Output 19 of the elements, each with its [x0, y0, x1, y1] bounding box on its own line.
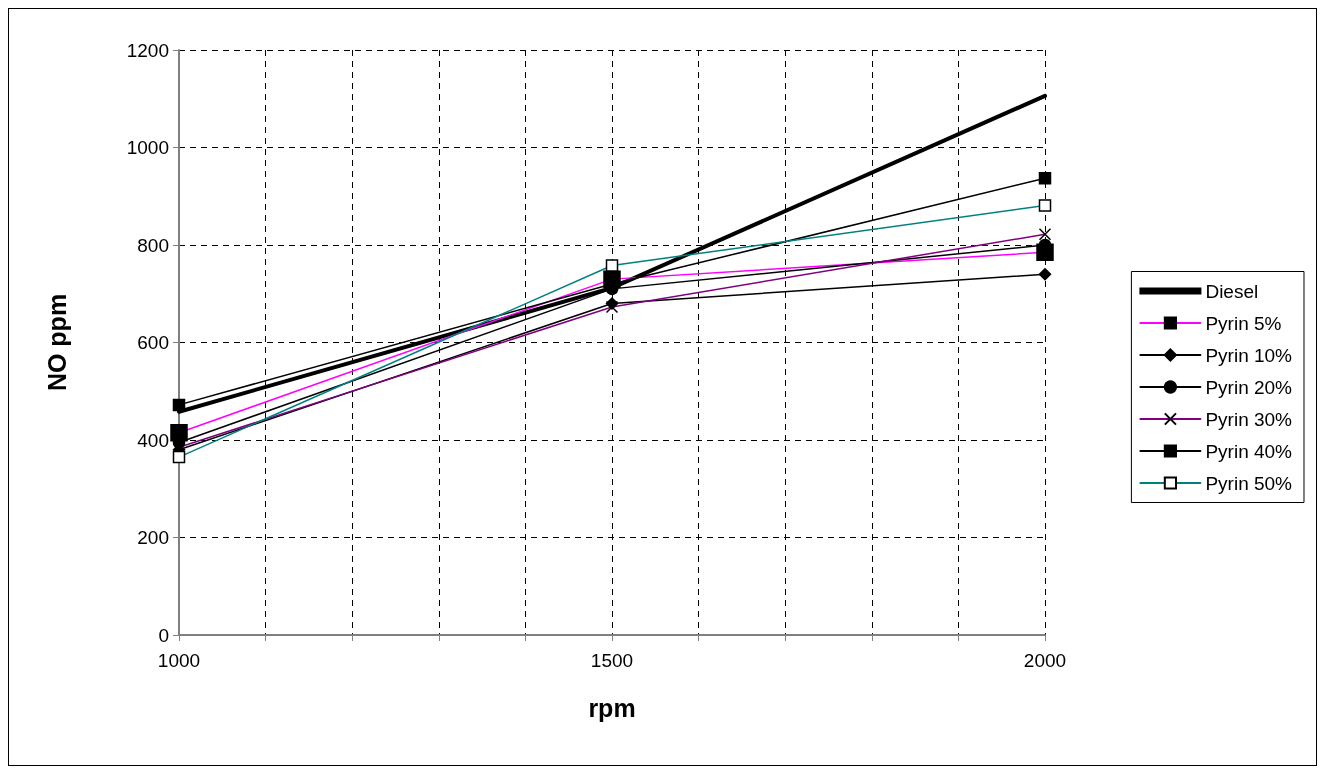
x-axis-title: rpm	[588, 693, 636, 722]
legend-label: Pyrin 40%	[1205, 440, 1293, 462]
legend-label: Pyrin 30%	[1205, 408, 1293, 430]
legend-label: Pyrin 50%	[1205, 472, 1293, 494]
x-tick-label: 1000	[157, 650, 201, 671]
y-tick-label: 600	[137, 332, 169, 353]
y-tick-label: 200	[137, 527, 169, 548]
x-tick-label: 2000	[1023, 650, 1067, 671]
y-axis-title: NO ppm	[42, 293, 71, 392]
y-tick-label: 0	[158, 624, 169, 646]
legend-label: Pyrin 10%	[1205, 344, 1293, 366]
y-tick-label: 1200	[126, 39, 169, 61]
y-tick-label: 800	[137, 234, 169, 256]
y-tick-label: 400	[137, 429, 169, 451]
legend-label: Pyrin 5%	[1205, 312, 1282, 334]
x-tick-label: 1500	[590, 650, 634, 671]
legend-label: Diesel	[1205, 280, 1259, 302]
y-tick-label: 1000	[126, 137, 169, 158]
legend-label: Pyrin 20%	[1205, 376, 1293, 398]
